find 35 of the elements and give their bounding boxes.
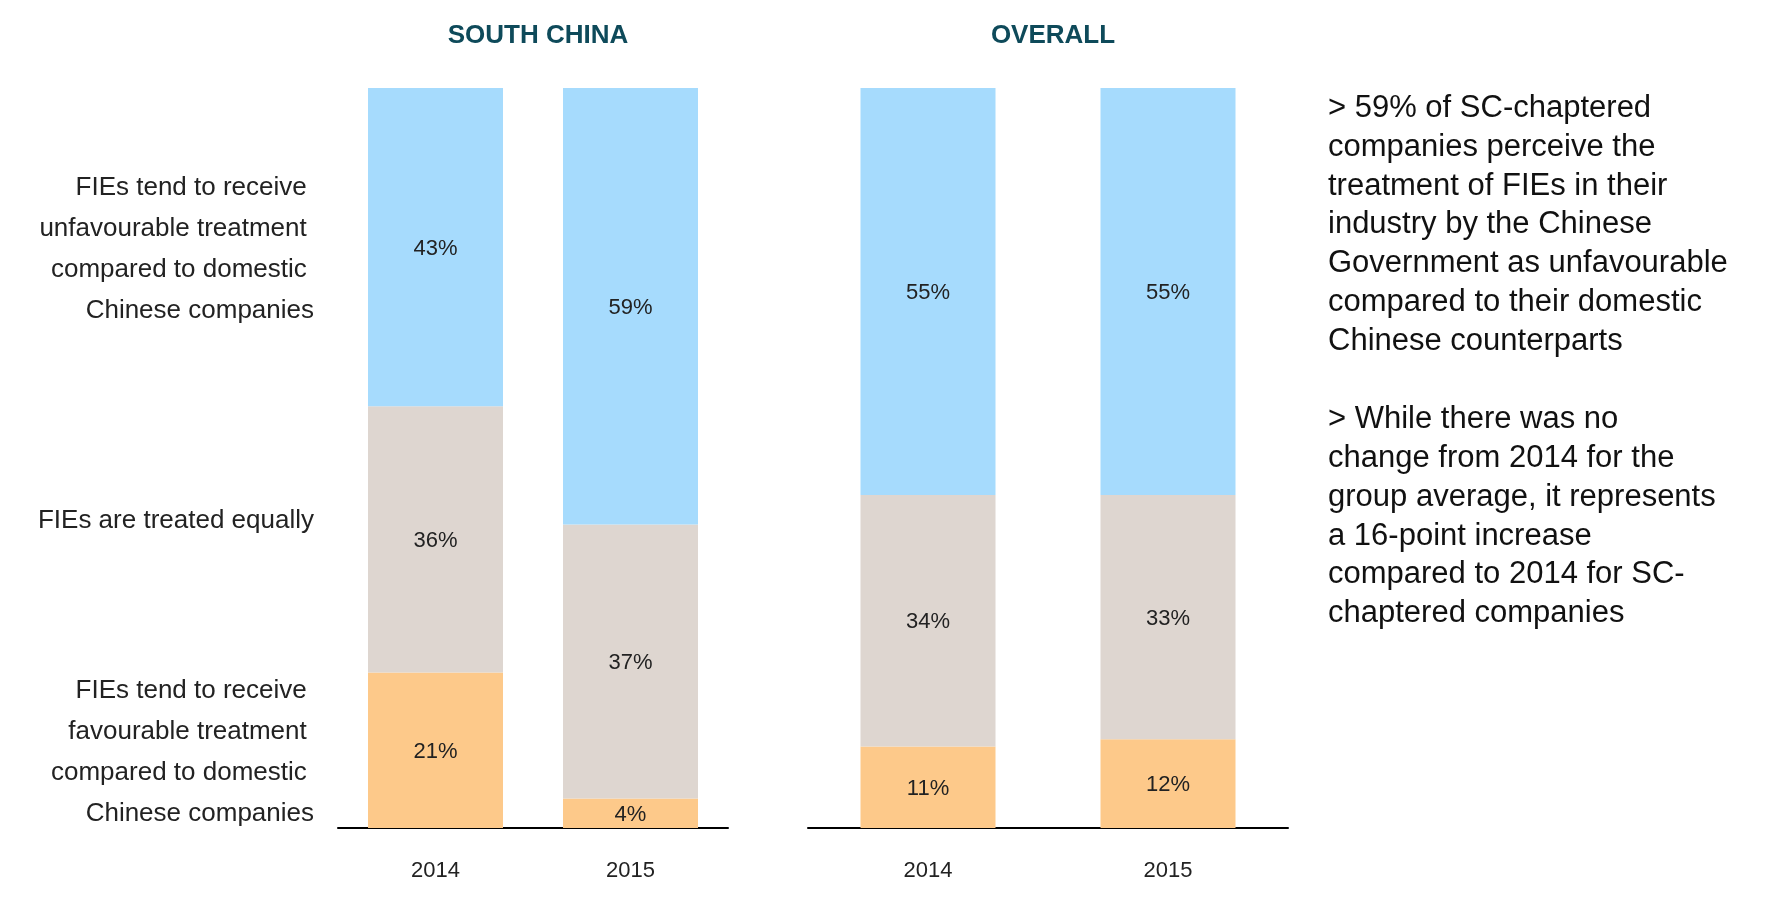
data-label: 21% [413, 737, 458, 763]
data-label: 59% [608, 293, 653, 319]
bar [1100, 495, 1236, 740]
bar [563, 88, 698, 525]
chart-title: SOUTH CHINA [447, 19, 629, 49]
text: FIEs tend to receive favourable treatment compared to domestic Chinese companies [50, 673, 314, 827]
bar [368, 406, 503, 673]
data-label: 4% [614, 800, 647, 826]
text: FIEs are treated equally [37, 503, 314, 534]
bar [860, 88, 996, 495]
x-tick-label: 2015 [606, 856, 655, 882]
bar [1100, 88, 1236, 495]
text: FIEs tend to receive unfavourable treatment compared to domestic Chinese companies [39, 170, 314, 324]
data-label: 36% [413, 526, 458, 552]
x-tick-label: 2014 [411, 856, 460, 882]
text: > While there was no change from 2014 for the group average, it represents a 16-point increase compared to 2014 for SC-chaptered companies [1328, 399, 1717, 631]
data-label: 43% [413, 234, 458, 260]
data-label: 55% [905, 279, 951, 304]
data-label: 12% [1145, 771, 1191, 797]
data-label: 55% [1145, 279, 1191, 304]
x-tick-label: 2014 [903, 856, 953, 882]
data-label: 34% [905, 608, 951, 634]
bar [860, 495, 996, 747]
bar [563, 524, 698, 799]
data-label: 11% [906, 774, 950, 800]
text: > 59% of SC-chaptered companies perceive the treatment of FIEs in their industry by the Chinese Government as unfavourable compared to their domestic Chinese counterparts [1328, 88, 1728, 359]
bar [368, 672, 503, 828]
x-tick-label: 2015 [1143, 856, 1193, 882]
bar [368, 88, 503, 407]
data-label: 33% [1145, 604, 1191, 630]
chart-title: OVERALL [990, 19, 1116, 49]
data-label: 37% [608, 649, 653, 674]
bar [1100, 739, 1236, 828]
bar [860, 746, 996, 828]
bar [563, 798, 698, 828]
